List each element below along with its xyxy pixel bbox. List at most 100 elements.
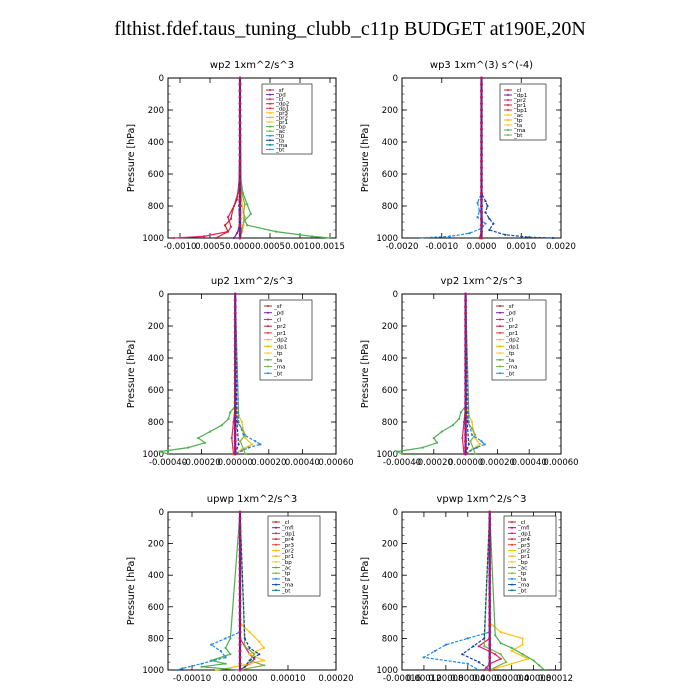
x-tick-label: 0.0005 bbox=[255, 242, 285, 252]
zero-profile-point bbox=[480, 108, 483, 112]
series-point-_bp bbox=[200, 665, 203, 668]
legend-swatch-marker bbox=[269, 134, 271, 137]
series-point-_pr2 bbox=[241, 204, 244, 208]
series-point-_tp bbox=[219, 649, 222, 653]
zero-profile-point bbox=[464, 343, 468, 347]
series-point-_bp bbox=[224, 662, 227, 665]
series-point-_dp1 bbox=[226, 230, 230, 233]
series-line-_bp bbox=[489, 511, 545, 671]
legend-swatch-marker bbox=[267, 325, 269, 328]
zero-profile-point bbox=[238, 567, 242, 571]
legend-swatch-marker bbox=[267, 305, 269, 307]
zero-profile-point bbox=[238, 580, 242, 584]
series-point-_tp bbox=[181, 667, 184, 670]
series-point-_tp bbox=[448, 235, 451, 238]
series-point-_tp bbox=[470, 433, 474, 436]
series-point-_tp bbox=[433, 649, 436, 653]
x-tick-label: 0.0010 bbox=[285, 242, 315, 252]
series-point-_bp bbox=[499, 642, 502, 645]
y-tick-label: 1000 bbox=[142, 450, 164, 460]
series-point-_dp1 bbox=[223, 224, 227, 227]
legend-entry: _sf bbox=[505, 304, 515, 310]
x-tick-label: 0.00020 bbox=[251, 458, 286, 468]
series-point-_tp bbox=[224, 656, 227, 659]
zero-profile-point bbox=[238, 624, 242, 628]
series-point-_pr2 bbox=[521, 643, 524, 646]
zero-profile-point bbox=[480, 198, 483, 202]
y-tick-label: 0 bbox=[159, 508, 164, 518]
x-tick-label: 0.00020 bbox=[318, 674, 353, 684]
legend-entry: _ma bbox=[281, 583, 293, 589]
zero-profile-point bbox=[480, 166, 483, 170]
zero-profile-point bbox=[233, 311, 237, 315]
series-point-_dp2 bbox=[459, 411, 462, 414]
series-point-_dp1 bbox=[214, 236, 218, 240]
series-point-_tp bbox=[467, 420, 470, 424]
zero-profile-point bbox=[464, 375, 468, 379]
x-tick-label: -0.00040 bbox=[383, 458, 421, 468]
series-point-_cl bbox=[202, 235, 206, 238]
zero-profile-point bbox=[238, 210, 242, 214]
y-tick-label: 800 bbox=[148, 202, 164, 212]
zero-profile-point bbox=[238, 561, 242, 565]
legend-entry: _dp2 bbox=[273, 338, 287, 344]
legend-entry: _ac bbox=[281, 566, 291, 572]
x-tick-label: 0.00004 bbox=[450, 674, 485, 684]
series-point-_tp bbox=[416, 236, 419, 240]
series-line-_bp bbox=[201, 511, 241, 671]
legend-swatch-marker bbox=[511, 577, 513, 580]
legend-entry: _bt bbox=[281, 588, 291, 594]
y-tick-label: 200 bbox=[382, 106, 398, 116]
legend-entry: _tp bbox=[513, 118, 523, 124]
zero-profile-point bbox=[464, 388, 468, 392]
legend-swatch-marker bbox=[511, 538, 513, 541]
zero-profile-point bbox=[233, 298, 237, 302]
series-point-_tp bbox=[210, 643, 213, 646]
zero-profile-point bbox=[233, 350, 237, 354]
legend-entry: _dp1 bbox=[273, 344, 287, 350]
zero-profile-point bbox=[238, 643, 242, 647]
y-axis-label: Pressure [hPa] bbox=[360, 124, 371, 192]
zero-profile-point bbox=[238, 191, 242, 195]
zero-profile-point bbox=[488, 636, 492, 640]
zero-profile-point bbox=[233, 337, 237, 341]
series-point-_pr2 bbox=[499, 631, 502, 634]
series-point-_ac bbox=[243, 216, 246, 219]
zero-profile-point bbox=[233, 324, 237, 328]
legend-entry: _ta bbox=[273, 358, 282, 364]
zero-profile-point bbox=[480, 102, 483, 106]
legend-entry: _pr2 bbox=[513, 98, 526, 104]
zero-profile-point bbox=[488, 561, 492, 565]
legend-swatch-marker bbox=[267, 338, 269, 341]
series-point-_ta bbox=[248, 646, 251, 650]
zero-profile-point bbox=[238, 223, 242, 227]
series-point-_dp2 bbox=[227, 417, 230, 420]
zero-profile-point bbox=[480, 178, 483, 182]
legend-swatch-marker bbox=[267, 331, 269, 334]
series-line-_dp2 bbox=[159, 294, 236, 455]
zero-profile-point bbox=[488, 554, 492, 558]
zero-profile-point bbox=[238, 108, 242, 112]
legend-swatch-marker bbox=[269, 143, 271, 146]
zero-profile-point bbox=[238, 554, 242, 558]
legend-entry: _pr3 bbox=[517, 543, 531, 549]
zero-profile-point bbox=[464, 356, 468, 360]
series-point-_pr2 bbox=[510, 662, 513, 665]
zero-profile-point bbox=[488, 668, 492, 672]
series-point-_tp bbox=[468, 232, 471, 235]
series-point-_bp bbox=[246, 224, 249, 227]
series-point-_ac bbox=[242, 220, 245, 224]
legend-swatch-marker bbox=[269, 116, 271, 119]
y-tick-label: 600 bbox=[148, 603, 164, 613]
zero-profile-point bbox=[488, 580, 492, 584]
zero-profile-point bbox=[464, 407, 468, 411]
series-line-_ta bbox=[239, 511, 261, 671]
y-tick-label: 600 bbox=[382, 170, 398, 180]
legend-swatch-marker bbox=[507, 94, 509, 96]
series-point-_ta bbox=[243, 637, 246, 640]
series-point-_ta bbox=[258, 653, 261, 656]
legend-swatch-marker bbox=[499, 345, 501, 348]
series-point-_dp2 bbox=[158, 450, 161, 453]
